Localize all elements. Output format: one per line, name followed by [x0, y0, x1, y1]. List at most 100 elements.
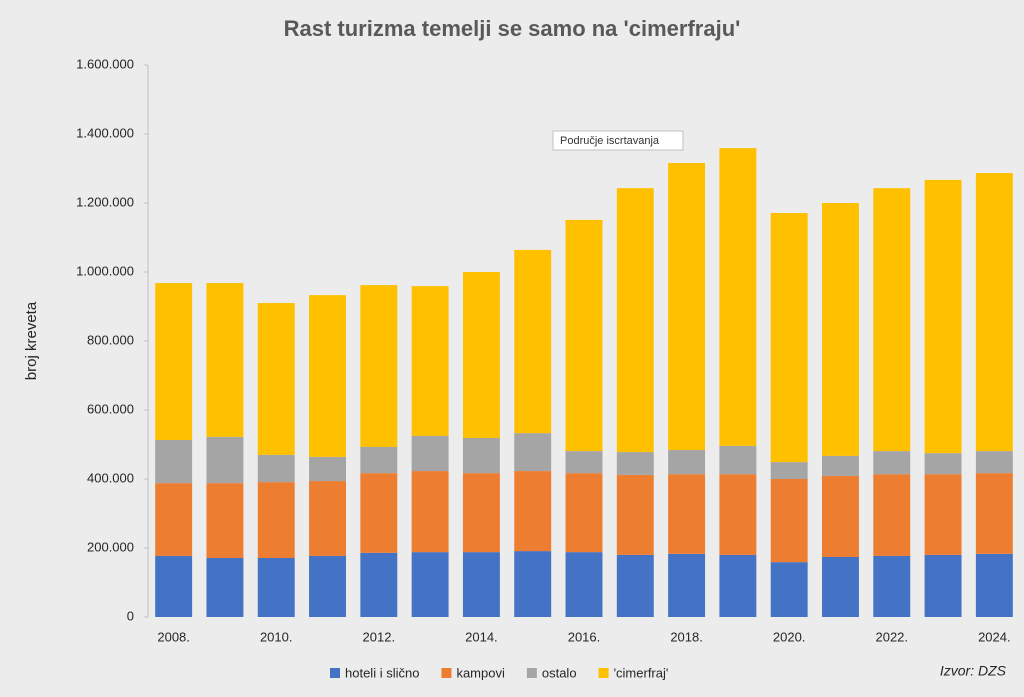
bar-segment	[257, 558, 295, 617]
legend-label: hoteli i slično	[345, 665, 419, 680]
y-tick-label: 600.000	[87, 401, 134, 416]
bar-segment	[924, 179, 962, 454]
y-tick-label: 400.000	[87, 470, 134, 485]
bar-segment	[411, 435, 449, 472]
legend-swatch	[330, 668, 340, 678]
bar-segment	[206, 483, 244, 559]
legend-label: ostalo	[542, 665, 577, 680]
bar-segment	[565, 219, 603, 452]
bar-segment	[822, 455, 859, 476]
bar-segment	[565, 552, 603, 617]
bar-segment	[411, 552, 449, 617]
legend-swatch	[526, 668, 537, 678]
bar-segment	[668, 553, 706, 617]
bar-segment	[719, 148, 757, 446]
bar-segment	[206, 283, 244, 437]
bar-segment	[924, 554, 962, 617]
bar-segment	[975, 473, 1013, 554]
bar-segment	[924, 453, 962, 475]
x-tick-label: 2012.	[363, 629, 396, 644]
bar-segment	[770, 213, 808, 463]
bar-segment	[770, 562, 808, 617]
y-tick-label: 1.200.000	[76, 194, 134, 209]
bar-segment	[462, 473, 500, 553]
bar-segment	[462, 272, 500, 438]
legend-swatch	[441, 668, 452, 678]
bar-segment	[155, 483, 193, 556]
x-tick-label: 2016.	[568, 629, 601, 644]
bar-segment	[411, 286, 449, 436]
bar-segment	[257, 303, 295, 455]
bar-segment	[616, 452, 654, 475]
bar-segment	[770, 462, 808, 479]
bar-segment	[360, 285, 398, 447]
y-tick-label: 1.600.000	[76, 56, 134, 71]
bar-segment	[770, 479, 808, 563]
bar-segment	[514, 551, 552, 617]
bar-segment	[616, 474, 654, 555]
bar-segment	[411, 471, 449, 553]
x-tick-label: 2010.	[260, 629, 293, 644]
bar-segment	[309, 555, 346, 617]
bar-segment	[155, 283, 193, 441]
bar-segment	[462, 552, 500, 617]
bar-segment	[822, 556, 859, 617]
bar-segment	[873, 188, 911, 452]
bar-segment	[719, 554, 757, 617]
legend-label: kampovi	[456, 665, 505, 680]
bar-segment	[616, 188, 654, 453]
bar-segment	[565, 473, 603, 553]
y-tick-label: 200.000	[87, 539, 134, 554]
bar-segment	[668, 474, 706, 554]
chart-title: Rast turizma temelji se samo na 'cimerfr…	[284, 16, 741, 41]
bar-segment	[668, 162, 706, 451]
bar-segment	[309, 295, 346, 457]
bar-segment	[719, 445, 757, 475]
bar-segment	[309, 481, 346, 556]
bar-segment	[514, 249, 552, 434]
bar-segment	[206, 436, 244, 484]
bar-segment	[873, 451, 911, 475]
x-tick-label: 2008.	[157, 629, 190, 644]
bar-segment	[206, 558, 244, 617]
bar-segment	[514, 471, 552, 552]
x-tick-label: 2020.	[773, 629, 806, 644]
source: Izvor: DZS	[940, 663, 1007, 679]
legend-label: 'cimerfraj'	[614, 665, 669, 680]
bar-segment	[975, 172, 1013, 452]
y-tick-label: 1.000.000	[76, 263, 134, 278]
bar-segment	[155, 555, 193, 617]
annotation-box	[552, 130, 684, 151]
bar-segment	[719, 474, 757, 555]
bar-segment	[924, 474, 962, 555]
x-tick-label: 2024.	[978, 629, 1011, 644]
bar-segment	[668, 450, 706, 475]
bar-segment	[822, 203, 859, 456]
y-tick-label: 1.400.000	[76, 125, 134, 140]
bar-segment	[514, 433, 552, 472]
x-tick-label: 2018.	[670, 629, 703, 644]
bar-segment	[873, 474, 911, 556]
bar-segment	[975, 553, 1013, 617]
bar-segment	[257, 482, 295, 559]
bar-segment	[975, 451, 1013, 474]
x-tick-label: 2022.	[875, 629, 908, 644]
bar-segment	[462, 437, 500, 474]
bar-segment	[873, 555, 911, 617]
x-tick-label: 2014.	[465, 629, 498, 644]
bar-segment	[616, 554, 654, 617]
annotation: Područje iscrtavanja	[560, 135, 660, 147]
bar-segment	[360, 446, 398, 474]
bar-segment	[257, 454, 295, 483]
bar-segment	[360, 473, 398, 553]
bar-segment	[565, 451, 603, 474]
y-axis-label: broj kreveta	[23, 301, 40, 380]
legend-swatch	[598, 668, 609, 678]
y-tick-label: 0	[127, 608, 134, 623]
bar-segment	[155, 440, 193, 484]
bar-segment	[822, 475, 859, 557]
bar-segment	[309, 456, 346, 482]
bar-segment	[360, 552, 398, 617]
y-tick-label: 800.000	[87, 332, 134, 347]
